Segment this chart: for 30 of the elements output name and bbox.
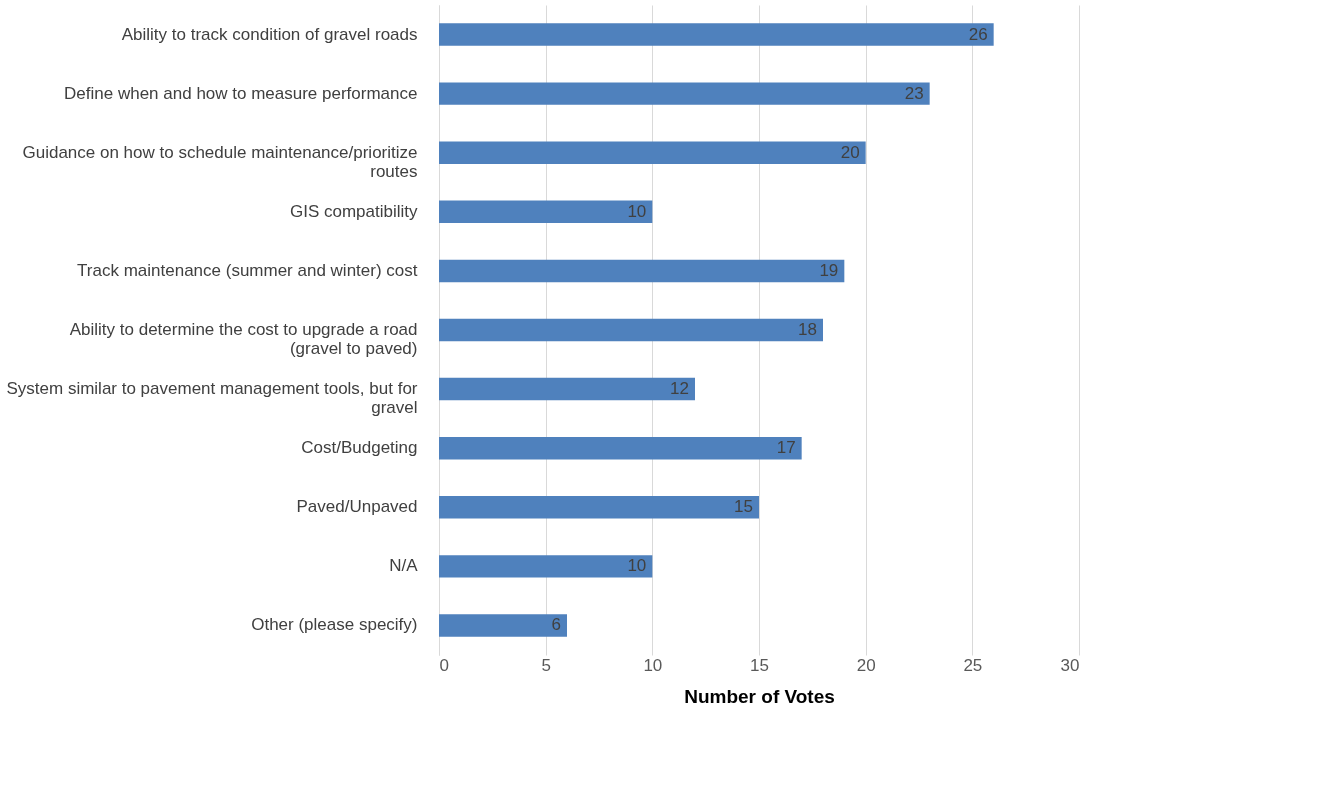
- y-tick-label: Paved/Unpaved: [296, 497, 418, 517]
- y-tick-label: Ability to determine the cost to upgrade a road (gravel to paved): [69, 320, 418, 358]
- x-tick-label: 25: [963, 655, 983, 675]
- y-tick-label: Track maintenance (summer and winter) cost: [77, 260, 418, 280]
- x-tick-label: 0: [439, 655, 449, 675]
- y-tick-label: Other (please specify): [251, 615, 418, 635]
- x-tick-label: 5: [541, 655, 551, 675]
- data-label: 18: [798, 320, 817, 339]
- y-tick-label: System similar to pavement management tools, but for gravel: [6, 379, 418, 418]
- data-label: 20: [840, 142, 860, 162]
- x-tick-label: 20: [856, 655, 876, 675]
- x-axis-title: Number of Votes: [684, 685, 835, 707]
- y-tick-label: Define when and how to measure performance: [64, 83, 418, 103]
- x-tick-label: 15: [750, 655, 769, 675]
- data-label: 15: [734, 497, 753, 517]
- x-tick-label: 10: [643, 655, 663, 675]
- data-label: 19: [819, 260, 839, 280]
- data-label: 12: [670, 379, 689, 399]
- data-label: 10: [627, 556, 647, 576]
- y-tick-label: Guidance on how to schedule maintenance/prioritize routes: [22, 142, 418, 181]
- y-tick-label: GIS compatibility: [289, 201, 418, 221]
- data-label: 17: [776, 438, 796, 458]
- data-label: 10: [627, 201, 647, 221]
- data-label: 26: [968, 24, 988, 44]
- y-tick-label: Cost/Budgeting: [301, 438, 418, 458]
- y-tick-label: Ability to track condition of gravel roads: [121, 24, 418, 44]
- data-label: 6: [551, 615, 561, 635]
- data-label: 23: [904, 83, 924, 103]
- x-tick-label: 30: [1060, 655, 1080, 675]
- y-tick-label: N/A: [389, 556, 419, 576]
